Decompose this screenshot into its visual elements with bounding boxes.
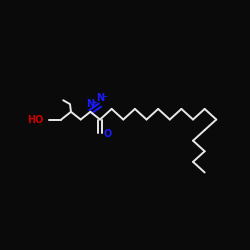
Text: N: N — [86, 99, 94, 109]
Text: HO: HO — [28, 114, 44, 124]
Text: O: O — [104, 129, 112, 139]
Text: N: N — [96, 92, 104, 102]
Text: +: + — [92, 100, 98, 106]
Text: −: − — [101, 94, 107, 100]
